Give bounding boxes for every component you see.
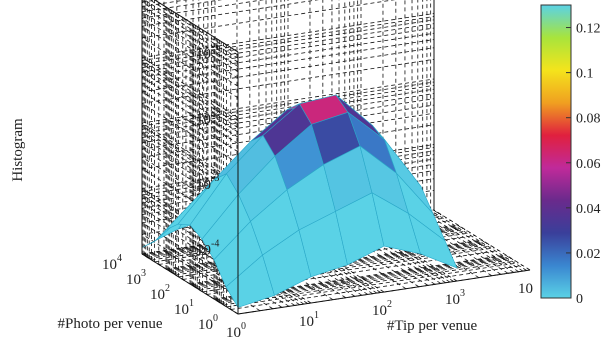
grid-line xyxy=(141,67,239,128)
grid-line xyxy=(141,37,239,99)
x-tick-label: 102 xyxy=(372,299,392,319)
grid-line xyxy=(141,58,435,104)
grid-line xyxy=(141,27,435,73)
grid-line xyxy=(141,233,239,295)
grid-line xyxy=(149,0,239,56)
z-tick-label: 10-4 xyxy=(196,239,219,259)
grid-line xyxy=(141,23,435,69)
grid-line xyxy=(141,32,435,78)
grid-line xyxy=(143,0,239,59)
grid-line xyxy=(141,142,239,204)
grid-line xyxy=(141,132,239,194)
grid-line xyxy=(141,83,239,144)
grid-line xyxy=(141,129,239,190)
grid-line xyxy=(141,0,265,19)
axis-line xyxy=(237,269,531,315)
grid-line xyxy=(141,6,239,67)
y-tick-label: 104 xyxy=(102,253,122,273)
colorbar-tick-label: 0.12 xyxy=(576,22,601,37)
grid-line xyxy=(141,81,435,127)
colorbar-tick-label: 0.02 xyxy=(576,247,601,262)
grid-line xyxy=(141,76,239,138)
colorbar-gradient xyxy=(540,4,572,299)
grid-line xyxy=(141,91,239,153)
z-tick-label: 10-2 xyxy=(196,108,219,128)
z-tick-label: 10-1 xyxy=(196,42,219,62)
colorbar: 0 0.02 0.04 0.06 0.08 0.1 0.12 xyxy=(540,4,601,307)
grid-line xyxy=(141,122,239,184)
grid-line xyxy=(226,262,519,308)
grid-line xyxy=(141,25,239,87)
grid-line xyxy=(141,84,435,130)
colorbar-tick-label: 0.06 xyxy=(576,157,601,172)
x-axis-label: #Tip per venue xyxy=(387,318,478,334)
y-tick-label: 100 xyxy=(198,313,218,333)
y-axis-label: #Photo per venue xyxy=(58,316,163,332)
grid-line xyxy=(223,260,516,306)
surface-patch xyxy=(407,212,458,269)
grid-line xyxy=(141,198,239,259)
colorbar-tick-label: 0.1 xyxy=(576,67,594,82)
grid-line xyxy=(141,11,239,73)
grid-line xyxy=(141,19,435,65)
grid-line xyxy=(141,202,239,264)
grid-line xyxy=(141,57,239,118)
grid-line xyxy=(141,0,223,13)
grid-line xyxy=(141,60,239,121)
grid-line xyxy=(141,1,239,63)
grid-line xyxy=(141,71,239,133)
grid-line xyxy=(141,222,239,284)
grid-line xyxy=(430,210,527,271)
y-tick-label: 103 xyxy=(126,268,146,288)
y-tick-label: 101 xyxy=(174,298,194,318)
x-tick-label: 10 xyxy=(518,281,533,297)
x-tick-label: 101 xyxy=(299,310,319,330)
grid-line xyxy=(141,102,239,164)
grid-line xyxy=(141,168,239,230)
grid-line xyxy=(141,0,396,39)
colorbar-ticks: 0 0.02 0.04 0.06 0.08 0.1 0.12 xyxy=(566,22,601,307)
grid-line xyxy=(141,63,239,125)
grid-line xyxy=(230,265,523,310)
grid-line xyxy=(141,137,239,198)
axis-layer xyxy=(141,0,531,315)
grid-line xyxy=(141,214,239,275)
grid-line xyxy=(141,148,239,210)
colorbar-tick-label: 0.04 xyxy=(576,202,601,217)
grid-line xyxy=(141,0,319,27)
surface-layer xyxy=(141,94,458,308)
grid-line xyxy=(141,17,239,79)
colorbar-tick-label: 0.08 xyxy=(576,112,601,127)
colorbar-tick-label: 0 xyxy=(576,292,583,307)
axis-line xyxy=(141,253,239,315)
grid-line xyxy=(141,207,239,269)
grid-line xyxy=(141,47,435,93)
x-tick-label: 100 xyxy=(226,321,246,337)
y-tick-label: 102 xyxy=(150,283,170,303)
grid-line xyxy=(141,78,435,124)
grid-line xyxy=(141,125,239,187)
z-axis-label: Histogram xyxy=(10,118,26,182)
z-tick-label: 10-3 xyxy=(196,173,219,193)
grid-line xyxy=(141,13,435,58)
grid-line xyxy=(141,16,435,61)
x-tick-label: 103 xyxy=(445,288,465,308)
grid-line xyxy=(141,156,239,218)
grid-line xyxy=(141,39,435,84)
axis-line xyxy=(153,0,239,53)
